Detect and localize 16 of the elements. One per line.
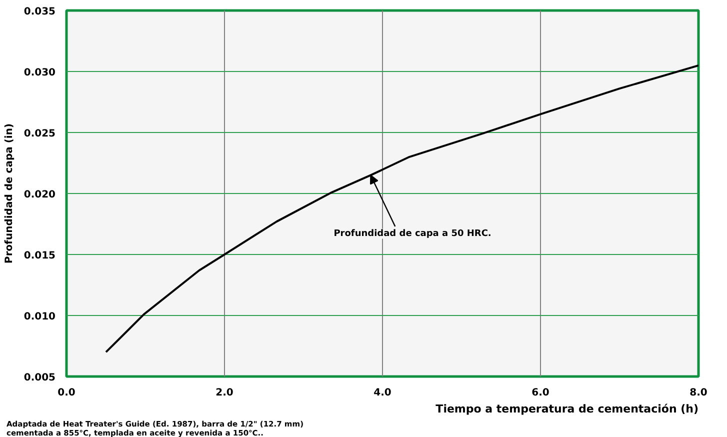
x-tick-label: 8.0 xyxy=(690,388,708,398)
y-axis-title: Profundidad de capa (in) xyxy=(4,123,15,264)
y-tick-label: 0.015 xyxy=(24,250,56,262)
y-tick-label: 0.035 xyxy=(24,6,56,18)
line-series xyxy=(105,64,698,354)
annotation: Profundidad de capa a 50 HRC. xyxy=(334,228,492,239)
y-tick-label: 0.025 xyxy=(24,128,56,140)
x-tick-label: 4.0 xyxy=(374,388,392,398)
x-axis-title: Tiempo a temperatura de cementación (h) xyxy=(436,402,699,416)
y-tick-label: 0.030 xyxy=(24,68,56,78)
x-tick-label: 6.0 xyxy=(532,388,550,398)
y-tick-label: 0.010 xyxy=(24,312,56,322)
x-tick-label: 0.0 xyxy=(58,388,76,398)
y-tick-label: 0.005 xyxy=(24,372,56,384)
x-tick-label: 2.0 xyxy=(216,388,234,398)
y-tick-label: 0.020 xyxy=(24,190,56,200)
